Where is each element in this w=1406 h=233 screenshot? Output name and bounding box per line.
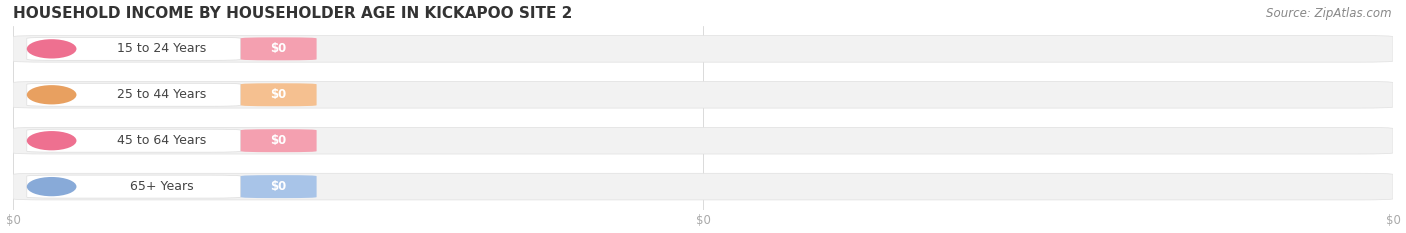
FancyBboxPatch shape [27,175,240,198]
Ellipse shape [27,85,76,104]
Text: $0: $0 [270,180,287,193]
Ellipse shape [27,177,76,196]
Text: Source: ZipAtlas.com: Source: ZipAtlas.com [1267,7,1392,20]
Ellipse shape [27,39,76,58]
Text: HOUSEHOLD INCOME BY HOUSEHOLDER AGE IN KICKAPOO SITE 2: HOUSEHOLD INCOME BY HOUSEHOLDER AGE IN K… [13,6,572,21]
FancyBboxPatch shape [13,82,1393,108]
Ellipse shape [27,131,76,150]
Text: $0: $0 [270,88,287,101]
FancyBboxPatch shape [27,83,240,106]
FancyBboxPatch shape [13,173,1393,200]
FancyBboxPatch shape [27,37,240,60]
Text: 45 to 64 Years: 45 to 64 Years [118,134,207,147]
FancyBboxPatch shape [13,36,1393,62]
FancyBboxPatch shape [240,83,316,106]
FancyBboxPatch shape [27,129,240,152]
FancyBboxPatch shape [13,127,1393,154]
Text: 65+ Years: 65+ Years [131,180,194,193]
FancyBboxPatch shape [240,129,316,152]
Text: $0: $0 [270,42,287,55]
Text: $0: $0 [270,134,287,147]
Text: 15 to 24 Years: 15 to 24 Years [118,42,207,55]
FancyBboxPatch shape [240,37,316,60]
FancyBboxPatch shape [240,175,316,198]
Text: 25 to 44 Years: 25 to 44 Years [118,88,207,101]
